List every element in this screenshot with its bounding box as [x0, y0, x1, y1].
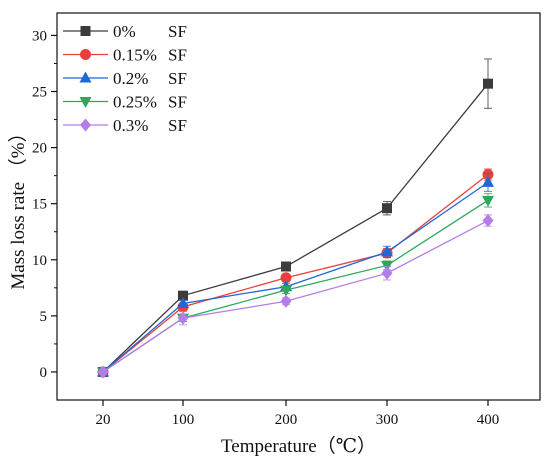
legend-label: 0%: [113, 22, 136, 41]
legend-marker: [80, 49, 91, 60]
data-point: [381, 245, 393, 257]
y-tick-label: 30: [32, 28, 47, 44]
data-point: [482, 195, 494, 207]
legend-marker: [80, 118, 91, 132]
y-tick-label: 0: [40, 365, 48, 381]
series-line: [102, 174, 489, 373]
data-point: [280, 294, 292, 308]
legend-suffix: SF: [168, 22, 187, 41]
data-point: [381, 266, 393, 280]
plot-frame: [56, 12, 541, 401]
legend-suffix: SF: [168, 93, 187, 112]
legend-label: 0.2%: [113, 69, 148, 88]
x-tick-label: 400: [477, 412, 500, 428]
data-point: [178, 290, 188, 301]
x-axis-ticks: 20 100 200 300 400: [96, 400, 500, 428]
y-tick-label: 5: [40, 309, 48, 325]
x-tick-label: 20: [96, 412, 111, 428]
legend-marker: [79, 71, 92, 83]
legend-marker: [79, 97, 92, 108]
plot-border: [56, 12, 541, 401]
y-axis-title: Mass loss rate （%）: [7, 123, 29, 289]
y-tick-label: 15: [32, 197, 47, 213]
y-tick-label: 10: [32, 253, 47, 269]
data-point: [482, 175, 494, 187]
x-tick-label: 200: [275, 412, 298, 428]
series-1: [97, 168, 494, 378]
legend-label: 0.25%: [113, 93, 157, 112]
series-4: [97, 214, 494, 379]
data-point: [280, 272, 292, 284]
data-point: [97, 365, 109, 379]
series-line: [102, 219, 489, 373]
data-point: [483, 78, 493, 89]
series-layer: [97, 58, 494, 379]
data-point: [177, 297, 189, 309]
series-line: [102, 181, 489, 373]
series-line: [102, 83, 489, 373]
legend-label: 0.3%: [113, 116, 148, 135]
y-axis-ticks: 0 5 10 15 20 25 30: [32, 28, 57, 381]
data-point: [281, 261, 291, 272]
data-point: [280, 285, 292, 297]
legend: 0% SF 0.15% SF 0.2% SF 0.25% SF 0.3% SF: [63, 22, 187, 135]
series-0: [98, 58, 493, 377]
legend-marker: [80, 26, 91, 36]
x-tick-label: 100: [172, 412, 195, 428]
legend-suffix: SF: [168, 69, 187, 88]
legend-label: 0.15%: [113, 46, 157, 65]
legend-suffix: SF: [168, 46, 187, 65]
series-line: [102, 199, 489, 373]
x-axis-title: Temperature（℃）: [221, 435, 376, 457]
y-tick-label: 20: [32, 141, 47, 157]
legend-suffix: SF: [168, 116, 187, 135]
data-point: [177, 311, 189, 325]
data-point: [382, 203, 392, 214]
y-tick-label: 25: [32, 85, 47, 101]
x-tick-label: 300: [376, 412, 399, 428]
data-point: [482, 214, 494, 228]
series-3: [97, 193, 494, 379]
